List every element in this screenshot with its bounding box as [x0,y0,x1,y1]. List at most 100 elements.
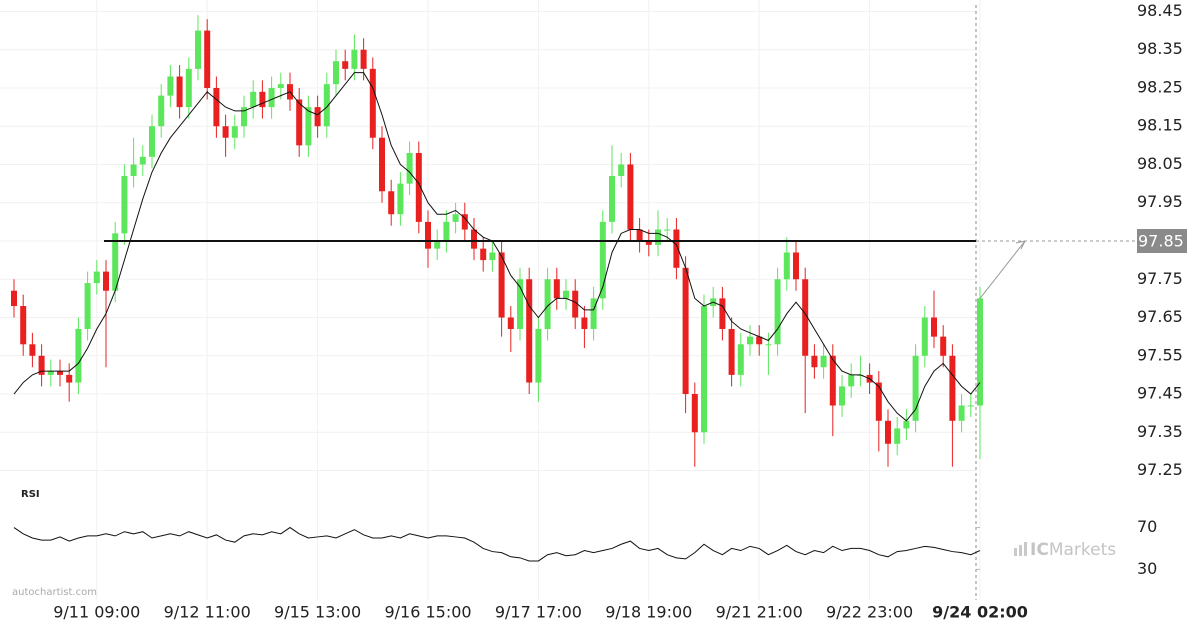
candle-body [195,30,201,69]
candle-body [701,306,707,433]
candle-body [388,191,395,215]
candle-body [185,68,192,108]
candle-body [535,328,542,383]
candle-body [875,382,882,421]
candle-body [885,420,891,444]
forecast-arrow [979,240,1026,299]
candle-body [452,214,459,222]
candle-body [489,252,496,261]
candle-body [38,355,45,375]
candle-body [747,336,753,345]
candle-body [609,175,615,222]
candle-body [434,241,441,249]
candle-body [903,420,910,429]
logo-bar [1019,545,1022,556]
candle-body [66,374,73,383]
candle-body [84,283,91,329]
y-tick-label: 98.05 [1137,154,1183,173]
candle-body [599,221,606,299]
candle-body [222,126,229,138]
candle-body [443,221,450,241]
candle-body [618,164,625,176]
candle-body [811,355,818,368]
candle-body [912,355,919,421]
y-tick-label: 98.15 [1137,116,1183,135]
pane-title: RSI [21,489,40,500]
candle-body [627,164,634,230]
y-tick-label: 97.95 [1137,192,1183,211]
candle-body [461,214,468,230]
candle-body [572,290,579,318]
candle-body [158,95,165,127]
logo-bar [1024,542,1027,556]
candle-body [967,405,974,407]
broker-name: Markets [1049,540,1116,560]
y-tick-label: 98.25 [1137,77,1183,96]
candle-body [590,298,597,329]
candle-body [351,49,358,69]
candle-body [139,156,146,165]
candle-body [691,394,698,433]
candle-body [20,306,27,345]
candle-body [204,30,211,88]
candle-body [848,374,855,387]
x-tick-label: 9/12 11:00 [164,603,251,622]
candle-body [259,91,266,108]
candle-body [820,355,827,368]
moving-average [13,72,981,422]
candle-body [931,317,937,337]
x-tick-label: 9/15 13:00 [274,603,361,622]
candle-body [241,107,247,127]
candle-body [130,164,137,176]
candle-body [526,279,533,383]
candle-body [57,371,63,375]
rsi-line [13,526,981,562]
candle-body [305,107,312,146]
broker-logo: ICMarkets [1030,540,1116,560]
candle-body [507,317,514,329]
candle-body [802,279,809,356]
candle-body [75,328,82,383]
candle-body [949,355,956,421]
candle-body [471,229,477,249]
x-tick-label: 9/11 09:00 [53,603,140,622]
candle-body [268,87,275,108]
candle-body [544,279,551,329]
candle-body [93,271,100,284]
candle-body [314,107,321,127]
candle-body [783,252,790,280]
x-tick-label: 9/18 19:00 [605,603,692,622]
candle-body [921,317,928,356]
y-tick-label: 97.45 [1137,384,1183,403]
candle-body [756,336,763,345]
candle-body [360,49,367,69]
candle-body [774,279,781,345]
candle-body [323,84,330,127]
y-tick-label: 98.45 [1137,1,1183,20]
y-tick-label: 97.65 [1137,307,1183,326]
candle-body [176,76,183,108]
y-tick-label: 70 [1137,517,1157,536]
x-tick-label: 9/22 23:00 [826,603,913,622]
candle-body [829,355,836,406]
y-tick-label: 30 [1137,559,1157,578]
candle-body [793,252,799,280]
candle-body [112,233,119,291]
candle-body [369,68,376,138]
candle-body [958,405,965,421]
logo-bar [1014,548,1017,556]
broker-watermark: ICMarkets [1014,540,1116,560]
y-tick-label: 97.25 [1137,460,1183,479]
candle-body [480,248,487,261]
candle-body [894,428,901,444]
candle-body [277,84,284,88]
candle-body [765,344,772,346]
forecast-arrowhead [1015,240,1026,250]
candle-body [636,229,643,241]
x-tick-label: 9/21 21:00 [716,603,803,622]
candle-body [397,183,404,215]
candle-body [121,175,128,234]
candle-body [563,290,569,299]
x-tick-label: 9/16 15:00 [384,603,471,622]
